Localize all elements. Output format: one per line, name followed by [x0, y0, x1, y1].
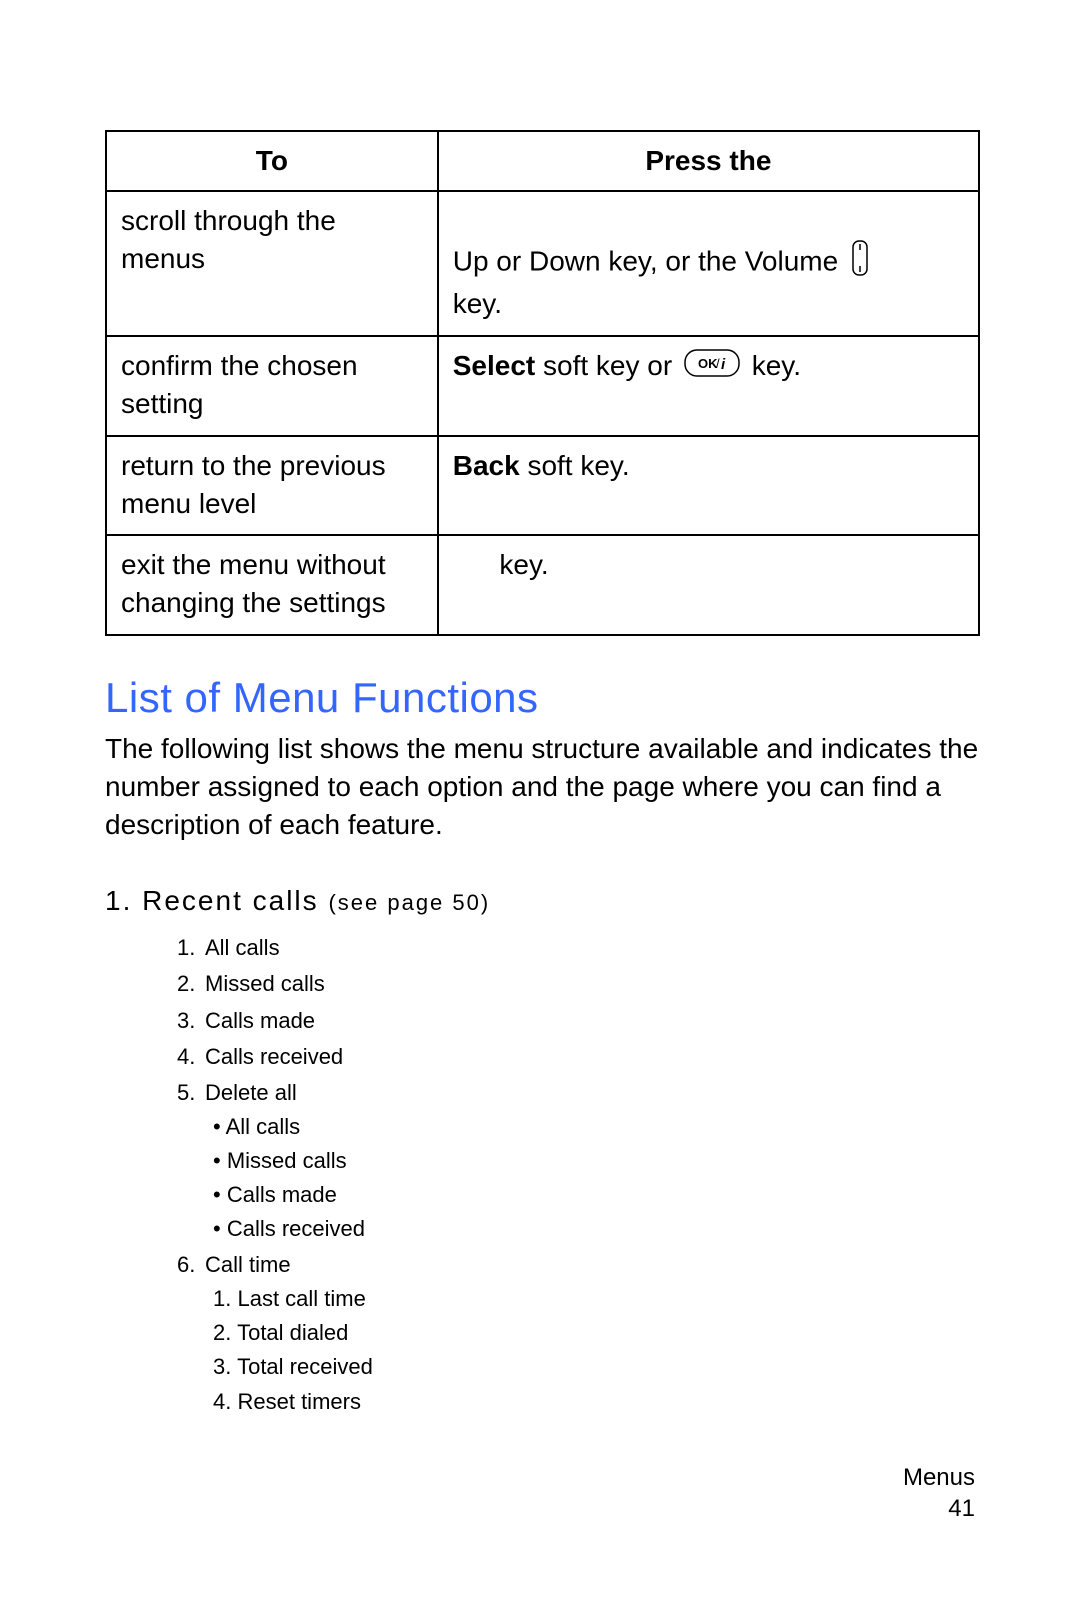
sub-label: Reset timers — [237, 1389, 360, 1414]
item-num: 5. — [177, 1076, 205, 1110]
table-header-row: To Press the — [106, 131, 979, 191]
cell-press: Back soft key. — [438, 436, 979, 536]
table-row: exit the menu without changing the setti… — [106, 535, 979, 635]
sub-num: 4. — [213, 1389, 231, 1414]
cell-to: return to the previous menu level — [106, 436, 438, 536]
item-label: Call time — [205, 1252, 291, 1277]
sub-item: 4. Reset timers — [213, 1385, 980, 1419]
item-label: Calls made — [205, 1008, 315, 1033]
list-item: 3.Calls made — [177, 1004, 980, 1038]
press-text: Up or Down key, or the Volume — [453, 245, 838, 276]
list-item: 5.Delete all All calls Missed calls Call… — [177, 1076, 980, 1246]
menu-entry: 1. Recent calls (see page 50) — [105, 885, 980, 917]
item-label: All calls — [205, 935, 280, 960]
cell-to: confirm the chosen setting — [106, 336, 438, 436]
press-text: key. — [744, 350, 801, 381]
navigation-table: To Press the scroll through the menus Up… — [105, 130, 980, 636]
bullet-list: All calls Missed calls Calls made Calls … — [177, 1110, 980, 1246]
press-text: key. — [453, 288, 502, 319]
list-item: 6.Call time 1. Last call time 2. Total d… — [177, 1248, 980, 1418]
item-num: 4. — [177, 1040, 205, 1074]
volume-key-icon — [852, 240, 868, 286]
section-heading: List of Menu Functions — [105, 674, 980, 722]
item-label: Delete all — [205, 1080, 297, 1105]
press-bold: Select — [453, 350, 536, 381]
table-row: scroll through the menus Up or Down key,… — [106, 191, 979, 336]
cell-press: Up or Down key, or the Volume key. — [438, 191, 979, 336]
sub-num: 1. — [213, 1286, 231, 1311]
svg-text:i: i — [721, 356, 726, 373]
sub-num: 2. — [213, 1320, 231, 1345]
table-row: return to the previous menu level Back s… — [106, 436, 979, 536]
sub-item: 3. Total received — [213, 1350, 980, 1384]
cell-to: exit the menu without changing the setti… — [106, 535, 438, 635]
sub-label: Last call time — [237, 1286, 365, 1311]
press-bold: Back — [453, 450, 520, 481]
item-num: 6. — [177, 1248, 205, 1282]
list-item: 1.All calls — [177, 931, 980, 965]
item-num: 3. — [177, 1004, 205, 1038]
cell-to: scroll through the menus — [106, 191, 438, 336]
page-footer: Menus 41 — [903, 1462, 975, 1524]
item-label: Missed calls — [205, 971, 325, 996]
header-press: Press the — [438, 131, 979, 191]
numbered-sublist: 1. Last call time 2. Total dialed 3. Tot… — [177, 1282, 980, 1418]
menu-see-page: (see page 50) — [328, 890, 490, 915]
bullet-item: Calls received — [213, 1212, 980, 1246]
sub-item: 1. Last call time — [213, 1282, 980, 1316]
item-num: 1. — [177, 931, 205, 965]
item-num: 2. — [177, 967, 205, 1001]
sub-label: Total dialed — [237, 1320, 348, 1345]
sub-label: Total received — [237, 1354, 373, 1379]
section-intro: The following list shows the menu struct… — [105, 730, 980, 843]
list-item: 4.Calls received — [177, 1040, 980, 1074]
list-item: 2.Missed calls — [177, 967, 980, 1001]
footer-section: Menus — [903, 1462, 975, 1493]
sub-num: 3. — [213, 1354, 231, 1379]
item-label: Calls received — [205, 1044, 343, 1069]
menu-title: Recent calls — [142, 885, 319, 916]
menu-sublist: 1.All calls 2.Missed calls 3.Calls made … — [105, 931, 980, 1418]
menu-number: 1. — [105, 885, 132, 916]
sub-item: 2. Total dialed — [213, 1316, 980, 1350]
footer-page-number: 41 — [903, 1493, 975, 1524]
press-text: soft key. — [520, 450, 630, 481]
press-text: soft key or — [535, 350, 680, 381]
table-row: confirm the chosen setting Select soft k… — [106, 336, 979, 436]
bullet-item: Missed calls — [213, 1144, 980, 1178]
cell-press: Select soft key or OK / i key. — [438, 336, 979, 436]
bullet-item: All calls — [213, 1110, 980, 1144]
header-to: To — [106, 131, 438, 191]
bullet-item: Calls made — [213, 1178, 980, 1212]
ok-key-icon: OK / i — [684, 349, 740, 387]
manual-page: To Press the scroll through the menus Up… — [0, 0, 1080, 1419]
svg-text:/: / — [716, 356, 720, 371]
cell-press: key. — [438, 535, 979, 635]
